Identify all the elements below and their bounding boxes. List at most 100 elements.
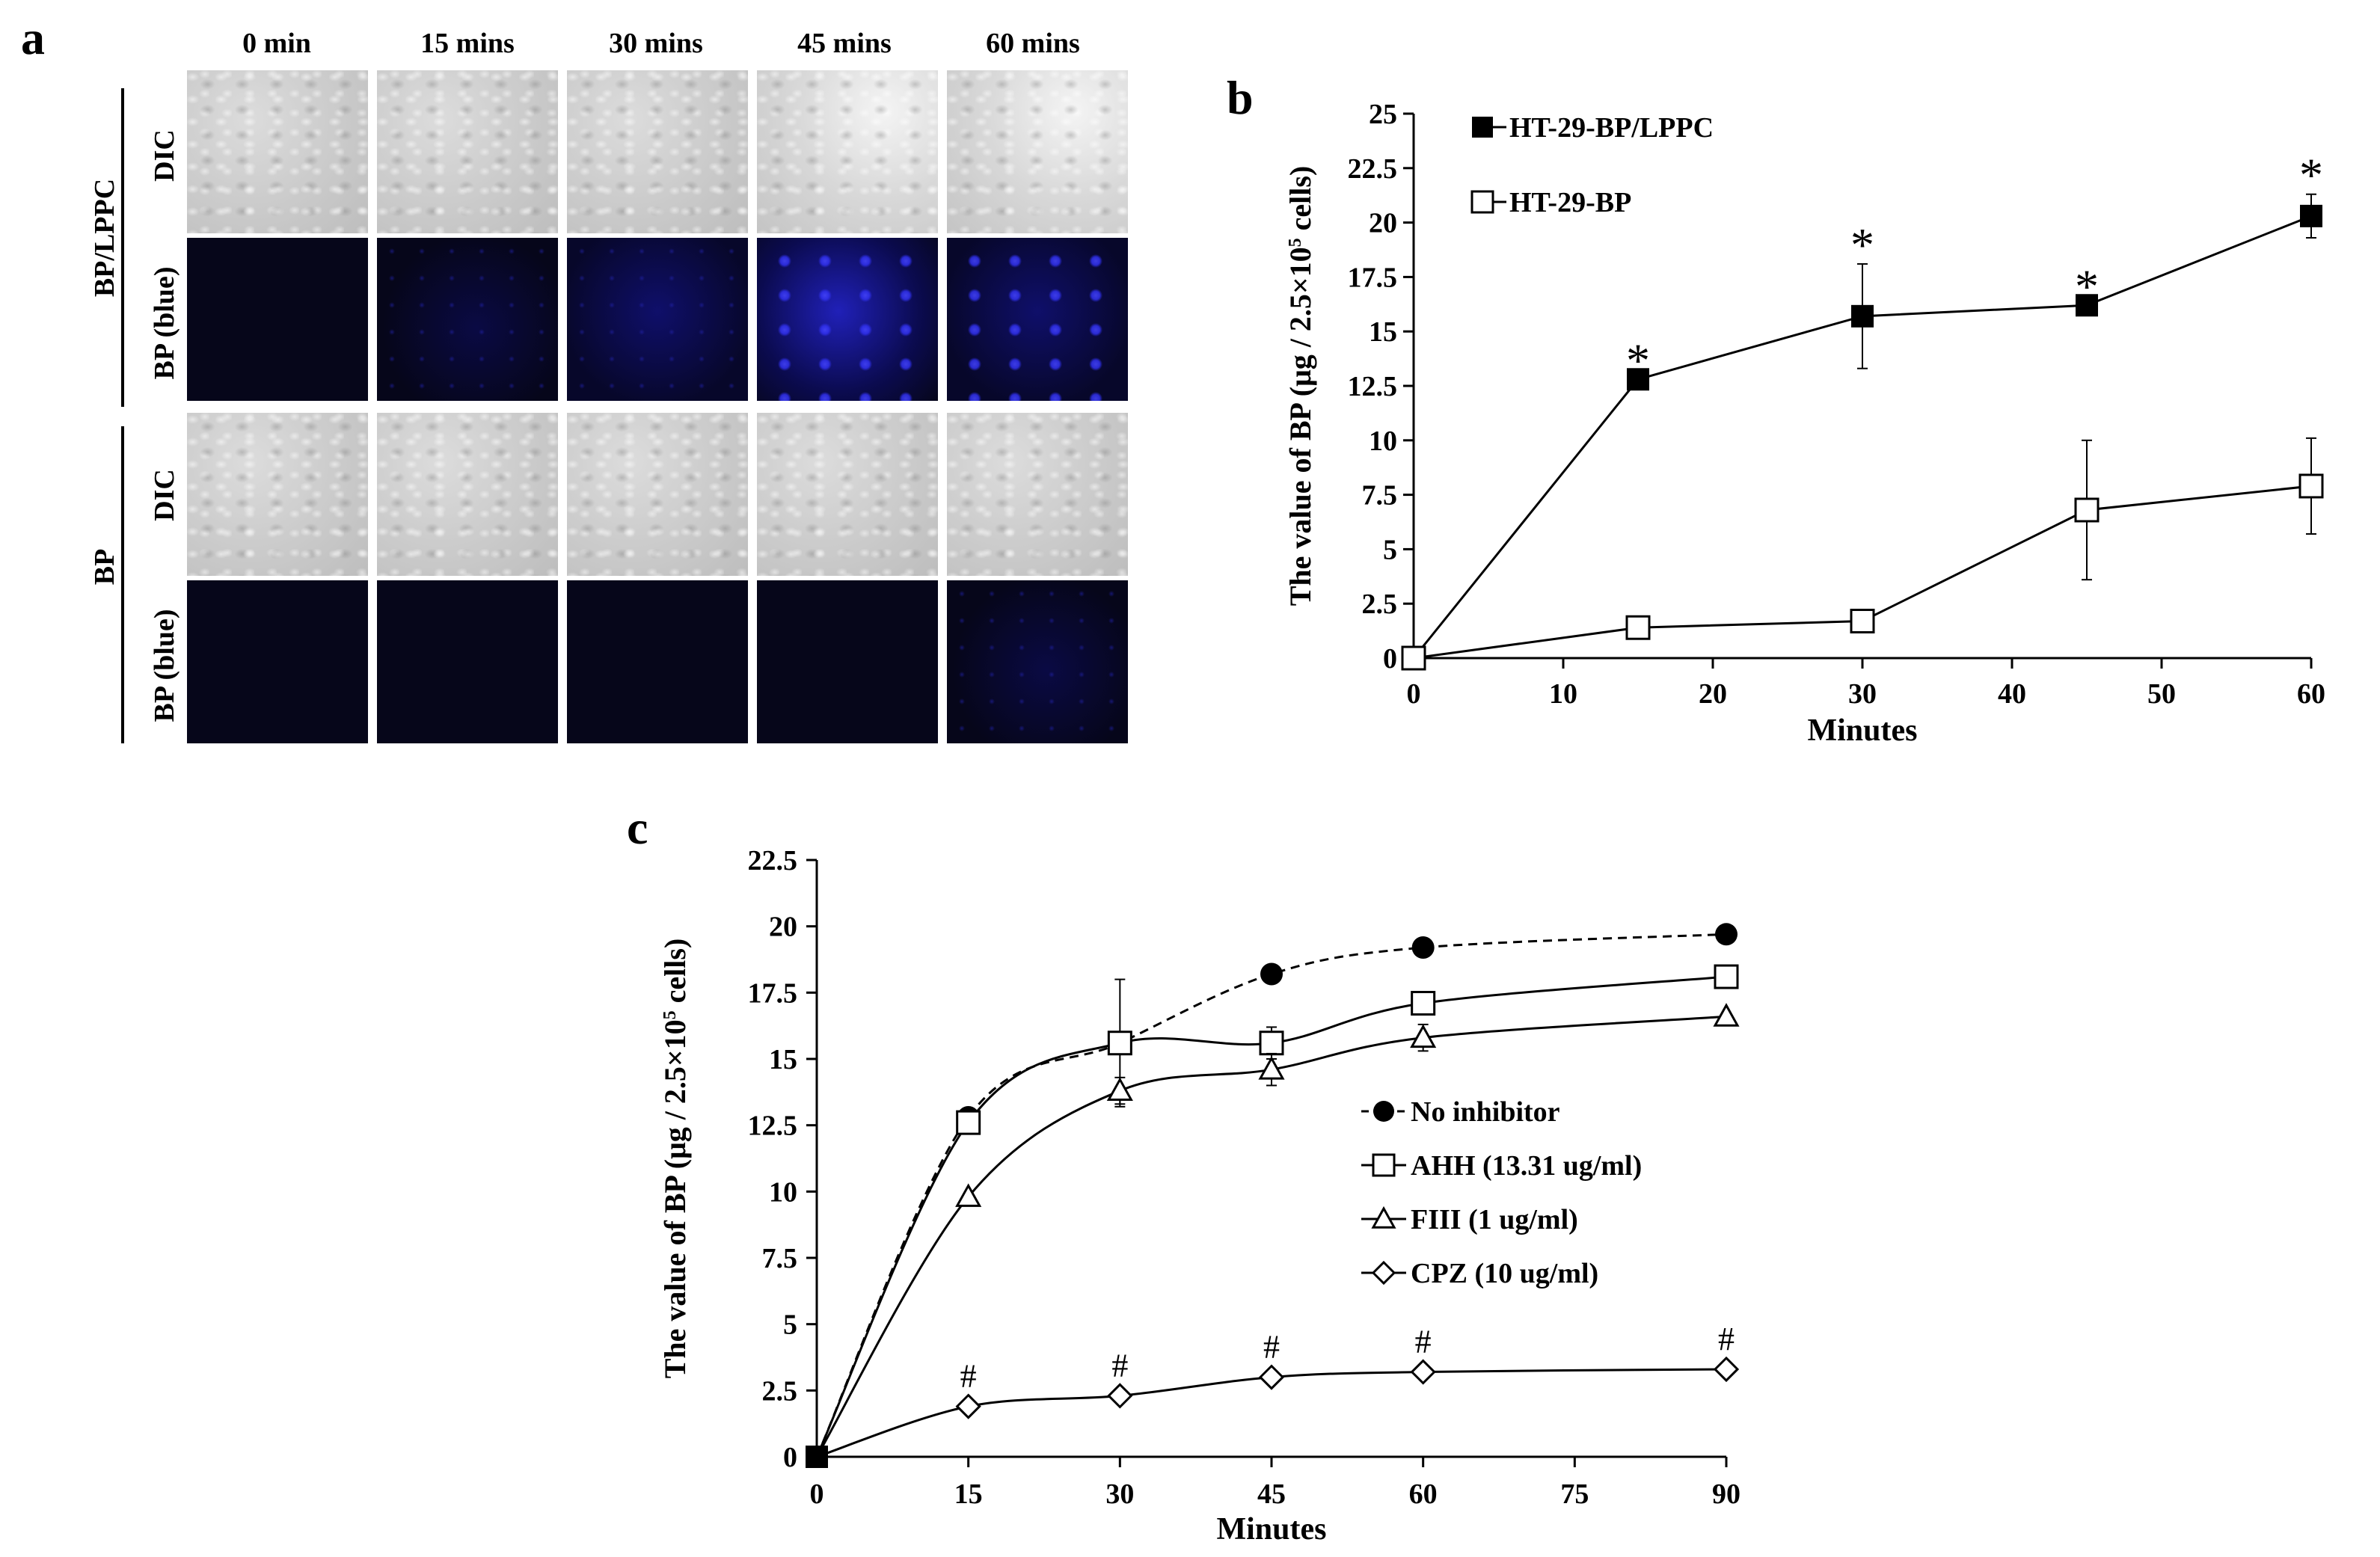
x-tick-label: 90 [1712, 1478, 1740, 1510]
data-point [1260, 962, 1283, 986]
y-tick-label: 15 [1369, 316, 1397, 348]
column-header: 15 mins [420, 28, 515, 59]
micrograph-dic [947, 70, 1128, 233]
micrograph-fluorescence [567, 238, 748, 401]
x-tick-label: 30 [1105, 1478, 1134, 1510]
significance-mark: * [1626, 334, 1650, 387]
x-tick-label: 20 [1699, 678, 1727, 710]
legend-label: No inhibitor [1411, 1096, 1560, 1128]
x-tick-label: 10 [1549, 678, 1577, 710]
data-point [1850, 608, 1875, 633]
significance-mark: # [1718, 1321, 1735, 1357]
data-point [806, 1446, 828, 1468]
chart-c: 0 2.5 5 7.5 10 12.5 15 17.5 20 22.5 0 15 30 45 60 75 90 M… [658, 845, 1740, 1547]
y-tick-label: 5 [783, 1309, 797, 1341]
data-point [1472, 117, 1493, 138]
micrograph-dic [757, 413, 938, 576]
x-tick-label: 45 [1257, 1478, 1286, 1510]
micrograph-dic [757, 70, 938, 233]
x-tick-label: 60 [1409, 1478, 1438, 1510]
data-point [1713, 1356, 1740, 1383]
data-point [1106, 1077, 1133, 1102]
data-point [955, 1393, 981, 1419]
data-point [1851, 304, 1874, 328]
significance-mark: * [2299, 149, 2323, 202]
data-point [1401, 645, 1426, 671]
legend-label: FIII (1 ug/ml) [1411, 1204, 1578, 1235]
data-point [1371, 1206, 1396, 1229]
x-tick-label: 50 [2147, 678, 2176, 710]
significance-mark: * [1850, 218, 1874, 271]
y-tick-label: 5 [1383, 534, 1397, 565]
data-point [1625, 615, 1651, 640]
legend-label: HT-29-BP [1509, 187, 1631, 218]
y-tick-label: 17.5 [1348, 262, 1398, 293]
micrograph-dic [187, 70, 368, 233]
y-tick-label: 7.5 [762, 1243, 798, 1274]
micrograph-fluorescence [187, 580, 368, 743]
y-tick-label: 17.5 [748, 977, 798, 1009]
data-point [1372, 1153, 1396, 1177]
data-point [2074, 497, 2100, 523]
legend-label: HT-29-BP/LPPC [1509, 112, 1714, 144]
y-axis-label: The value of BP (μg / 2.5×105 cells) [658, 939, 692, 1379]
y-tick-label: 7.5 [1362, 480, 1398, 512]
significance-mark: # [1415, 1324, 1432, 1360]
micrograph-dic [567, 413, 748, 576]
y-tick-label: 25 [1369, 99, 1397, 130]
micrograph-fluorescence [947, 238, 1128, 401]
legend-label: AHH (13.31 ug/ml) [1411, 1150, 1642, 1182]
data-point [1410, 1359, 1436, 1385]
y-tick-label: 0 [783, 1442, 797, 1473]
panel-c-letter: c [627, 801, 648, 854]
group-divider [121, 88, 124, 407]
micrograph-fluorescence [757, 580, 938, 743]
y-axis-label: The value of BP (μg / 2.5×105 cells) [1283, 166, 1317, 606]
data-point [1259, 1031, 1284, 1056]
x-tick-label: 15 [954, 1478, 983, 1510]
x-axis-label: Minutes [1808, 713, 1918, 748]
data-point [1107, 1383, 1133, 1409]
data-point [1258, 1364, 1285, 1390]
micrograph-dic [947, 413, 1128, 576]
data-point [1713, 1003, 1740, 1027]
data-point [2076, 294, 2098, 317]
data-point [2298, 473, 2324, 499]
y-tick-label: 20 [769, 912, 797, 943]
micrograph-fluorescence [377, 580, 558, 743]
data-point [1410, 1024, 1437, 1048]
data-point [1411, 991, 1436, 1016]
y-tick-label: 15 [769, 1044, 797, 1075]
legend-label: CPZ (10 ug/ml) [1411, 1258, 1598, 1289]
x-tick-label: 75 [1560, 1478, 1589, 1510]
y-tick-label: 0 [1383, 643, 1397, 675]
data-point [1470, 190, 1494, 214]
column-header: 60 mins [986, 28, 1080, 59]
data-point [1411, 936, 1435, 959]
micrograph-fluorescence [567, 580, 748, 743]
series-line [815, 975, 1727, 1458]
data-point [1373, 1101, 1394, 1122]
data-point [1107, 1031, 1132, 1056]
panel-b-letter: b [1227, 71, 1254, 124]
x-tick-label: 40 [1998, 678, 2026, 710]
micrograph-fluorescence [947, 580, 1128, 743]
y-tick-label: 2.5 [1362, 589, 1398, 620]
group-divider [121, 426, 124, 743]
group-label-bp-lppc: BP/LPPC [89, 178, 120, 298]
y-tick-label: 2.5 [762, 1375, 798, 1407]
y-tick-label: 22.5 [1348, 153, 1398, 185]
row-label-bp-blue: BP (blue) [149, 266, 180, 380]
data-point [1371, 1260, 1396, 1286]
chart-b: 0 2.5 5 7.5 10 12.5 15 17.5 20 22.5 25 0 10 20 30 40 50 6… [1283, 99, 2325, 748]
group-label-bp: BP [89, 548, 120, 586]
y-tick-label: 22.5 [748, 845, 798, 876]
significance-mark: # [1263, 1329, 1280, 1366]
significance-mark: # [1111, 1347, 1128, 1384]
data-point [1627, 368, 1649, 391]
data-point [1258, 1056, 1285, 1080]
micrograph-dic [377, 70, 558, 233]
micrograph-dic [187, 413, 368, 576]
y-tick-label: 12.5 [748, 1111, 798, 1142]
micrograph-fluorescence [377, 238, 558, 401]
